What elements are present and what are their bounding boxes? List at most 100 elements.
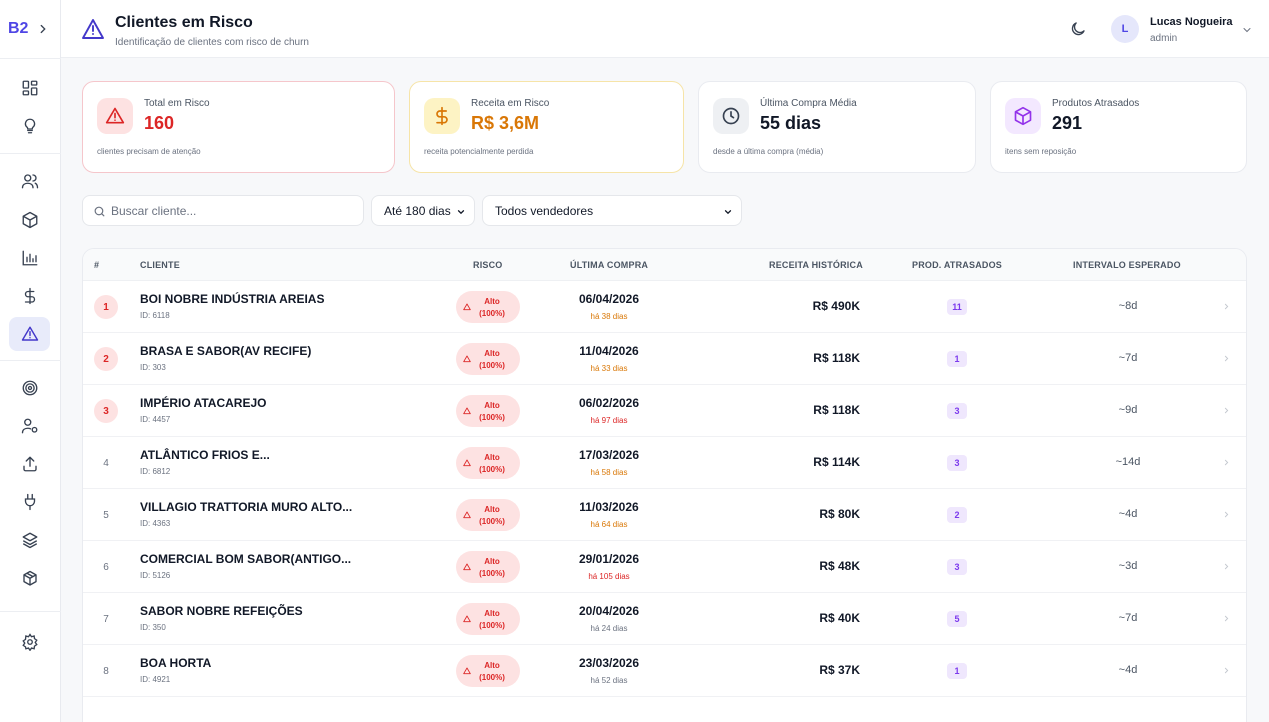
search-input[interactable]	[111, 196, 361, 225]
boxes-icon	[22, 570, 37, 586]
stat-value: 160	[144, 113, 175, 133]
stat-value: 55 dias	[760, 113, 822, 133]
upload-icon	[22, 456, 37, 472]
last-purchase-date: 29/01/2026	[578, 552, 640, 566]
historical-revenue: R$ 48K	[819, 559, 860, 573]
client-name[interactable]: BRASA E SABOR(AV RECIFE)	[140, 344, 312, 358]
chevron-right-icon[interactable]	[1222, 510, 1231, 519]
col-last-purchase[interactable]: ÚLTIMA COMPRA	[570, 260, 649, 270]
sidebar-divider	[0, 360, 61, 361]
search-icon	[94, 206, 105, 217]
last-purchase-date: 06/04/2026	[578, 292, 640, 306]
table-row[interactable]: 8 BOA HORTA ID: 4921 Alto (100%) 23/03/2026 há…	[83, 645, 1246, 697]
chevron-down-icon	[457, 210, 465, 215]
table-row[interactable]: 7 SABOR NOBRE REFEIÇÕES ID: 350 Alto (100%) 2…	[83, 593, 1246, 645]
card-icon	[424, 98, 460, 134]
col-risk[interactable]: RISCO	[473, 260, 503, 270]
nav-insights[interactable]	[9, 109, 50, 143]
table-row[interactable]: 5 VILLAGIO TRATTORIA MURO ALTO... ID: 4363…	[83, 489, 1246, 541]
col-client[interactable]: CLIENTE	[140, 260, 180, 270]
client-name[interactable]: BOA HORTA	[140, 656, 212, 670]
last-purchase-ago: há 64 dias	[590, 520, 628, 529]
stat-value: 291	[1052, 113, 1083, 133]
dashboard-icon	[22, 80, 37, 96]
historical-revenue: R$ 114K	[813, 455, 860, 469]
table-row[interactable]: 6 COMERCIAL BOM SABOR(ANTIGO... ID: 5126 Al…	[83, 541, 1246, 593]
client-name[interactable]: SABOR NOBRE REFEIÇÕES	[140, 604, 303, 618]
brand-toggle[interactable]: B2	[8, 20, 50, 38]
nav-integrations[interactable]	[9, 485, 50, 519]
expected-interval: ~14d	[1115, 456, 1141, 468]
chevron-right-icon[interactable]	[1222, 354, 1231, 363]
page-subtitle: Identificação de clientes com risco de c…	[115, 37, 309, 48]
avatar[interactable]: L	[1111, 15, 1139, 43]
stat-caption: itens sem reposição	[1005, 147, 1077, 156]
expected-interval: ~3d	[1118, 560, 1138, 572]
risk-percent: (100%)	[479, 361, 505, 370]
client-name[interactable]: COMERCIAL BOM SABOR(ANTIGO...	[140, 552, 352, 566]
search-box[interactable]	[82, 195, 364, 226]
expected-interval: ~9d	[1118, 404, 1138, 416]
client-name[interactable]: BOI NOBRE INDÚSTRIA AREIAS	[140, 292, 325, 306]
last-purchase-ago: há 33 dias	[590, 364, 628, 373]
dollar-icon	[24, 287, 35, 305]
client-name[interactable]: VILLAGIO TRATTORIA MURO ALTO...	[140, 500, 353, 514]
bar-chart-icon	[22, 250, 37, 266]
chevron-right-icon[interactable]	[1222, 458, 1231, 467]
client-id: ID: 4363	[140, 519, 171, 528]
card-icon	[1005, 98, 1041, 134]
nav-users-admin[interactable]	[9, 409, 50, 443]
nav-finance[interactable]	[9, 279, 50, 313]
sidebar-divider	[0, 611, 61, 612]
late-products-badge: 2	[947, 507, 967, 523]
risk-percent: (100%)	[479, 465, 505, 474]
nav-products[interactable]	[9, 203, 50, 237]
chevron-down-icon[interactable]	[1241, 24, 1253, 36]
nav-goals[interactable]	[9, 371, 50, 405]
user-role: admin	[1150, 33, 1178, 44]
nav-risk[interactable]	[9, 317, 50, 351]
last-purchase-ago: há 52 dias	[590, 676, 628, 685]
client-name[interactable]: ATLÂNTICO FRIOS E...	[140, 448, 270, 462]
risk-level: Alto	[484, 349, 500, 358]
nav-import[interactable]	[9, 447, 50, 481]
chevron-right-icon[interactable]	[1222, 562, 1231, 571]
col-late-products[interactable]: PROD. ATRASADOS	[912, 260, 1003, 270]
last-purchase-ago: há 58 dias	[590, 468, 628, 477]
brand-logo: B2	[8, 20, 29, 37]
client-id: ID: 303	[140, 363, 166, 372]
client-name[interactable]: IMPÉRIO ATACAREJO	[140, 396, 267, 410]
chevron-right-icon[interactable]	[1222, 302, 1231, 311]
lightbulb-icon	[24, 118, 35, 134]
nav-reports[interactable]	[9, 241, 50, 275]
client-id: ID: 5126	[140, 571, 171, 580]
nav-stock[interactable]	[9, 562, 50, 596]
chevron-right-icon	[41, 24, 47, 34]
period-select[interactable]: Até 180 dias	[371, 195, 475, 226]
table-row[interactable]: 2 BRASA E SABOR(AV RECIFE) ID: 303 Alto (100…	[83, 333, 1246, 385]
late-products-badge: 11	[947, 299, 967, 315]
chevron-right-icon[interactable]	[1222, 406, 1231, 415]
alert-triangle-icon	[463, 303, 471, 311]
table-row[interactable]: 4 ATLÂNTICO FRIOS E... ID: 6812 Alto (100%) 1…	[83, 437, 1246, 489]
table-row[interactable]: 3 IMPÉRIO ATACAREJO ID: 4457 Alto (100%) 06/0…	[83, 385, 1246, 437]
seller-select[interactable]: Todos vendedores	[482, 195, 742, 226]
nav-clients[interactable]	[9, 164, 50, 198]
chevron-right-icon[interactable]	[1222, 614, 1231, 623]
user-name[interactable]: Lucas Nogueira	[1150, 16, 1233, 28]
risk-percent: (100%)	[479, 569, 505, 578]
table-row[interactable]: 1 BOI NOBRE INDÚSTRIA AREIAS ID: 6118 Alto (…	[83, 281, 1246, 333]
alert-triangle-icon	[463, 511, 471, 519]
alert-triangle-icon	[463, 355, 471, 363]
nav-layers[interactable]	[9, 523, 50, 557]
late-products-badge: 3	[947, 403, 967, 419]
rank-badge: 6	[103, 561, 109, 573]
risk-badge: Alto (100%)	[456, 655, 520, 687]
chevron-right-icon[interactable]	[1222, 666, 1231, 675]
nav-dashboard[interactable]	[9, 71, 50, 105]
moon-icon[interactable]	[1069, 20, 1087, 38]
expected-interval: ~8d	[1118, 300, 1138, 312]
nav-settings[interactable]	[9, 625, 50, 659]
col-interval[interactable]: INTERVALO ESPERADO	[1073, 260, 1181, 270]
col-revenue[interactable]: RECEITA HISTÓRICA	[769, 260, 863, 270]
